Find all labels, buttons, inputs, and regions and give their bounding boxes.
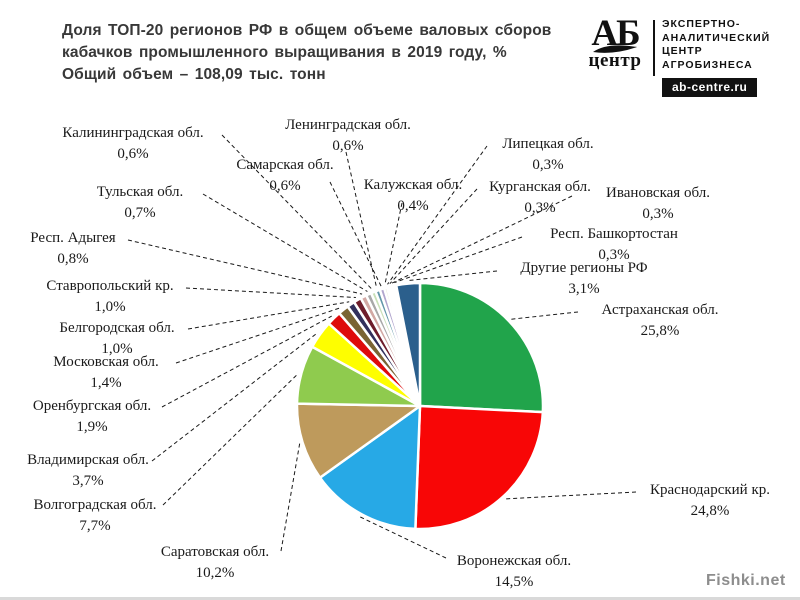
leader-line xyxy=(202,193,368,292)
logo-brand-centre: центр xyxy=(588,50,642,71)
logo-url-badge: ab-centre.ru xyxy=(662,78,758,97)
logo-tagline: ЭКСПЕРТНО- АНАЛИТИЧЕСКИЙ ЦЕНТР АГРОБИЗНЕ… xyxy=(662,18,770,72)
leader-line xyxy=(505,491,637,500)
ab-centre-logo: АБ центр ЭКСПЕРТНО- АНАЛИТИЧЕСКИЙ ЦЕНТР … xyxy=(582,15,782,97)
leader-line xyxy=(407,270,498,282)
logo-divider xyxy=(653,20,655,76)
leader-line xyxy=(387,145,488,285)
page-bottom-edge xyxy=(0,597,800,600)
fishki-watermark: Fishki.net xyxy=(706,572,786,589)
leader-line xyxy=(151,332,318,462)
leader-line xyxy=(221,134,373,290)
logo-tagline-line-4: АГРОБИЗНЕСА xyxy=(662,58,753,71)
pie-slice-21 xyxy=(394,281,422,408)
leader-line xyxy=(511,311,579,320)
logo-brand: АБ центр xyxy=(582,15,648,71)
leader-line xyxy=(175,306,342,364)
leader-line xyxy=(329,181,382,287)
pie-slice-1 xyxy=(418,281,545,414)
leader-line xyxy=(389,188,478,285)
leader-line xyxy=(162,373,299,506)
logo-text-block: ЭКСПЕРТНО- АНАЛИТИЧЕСКИЙ ЦЕНТР АГРОБИЗНЕ… xyxy=(662,18,770,97)
pie-slice-4 xyxy=(295,402,422,479)
leader-line xyxy=(185,287,356,298)
title-line-3: Общий объем – 108,09 тыс. тонн xyxy=(62,66,326,83)
title-line-2: кабачков промышленного выращивания в 201… xyxy=(62,44,507,61)
leader-line xyxy=(394,236,523,284)
logo-tagline-line-1: ЭКСПЕРТНО- xyxy=(662,18,741,30)
logo-tagline-line-3: ЦЕНТР xyxy=(662,45,703,57)
pie-slice-2 xyxy=(414,404,545,531)
leader-line xyxy=(360,516,447,559)
chart-title: Доля ТОП-20 регионов РФ в общем объеме в… xyxy=(62,20,582,86)
leader-line xyxy=(345,151,378,288)
leaf-icon xyxy=(593,45,637,53)
leader-line xyxy=(280,443,301,552)
leader-line xyxy=(391,195,573,284)
leader-line xyxy=(127,239,363,295)
pie-slice-3 xyxy=(318,404,422,531)
leader-line xyxy=(187,301,350,330)
logo-tagline-line-2: АНАЛИТИЧЕСКИЙ xyxy=(662,31,771,44)
title-line-1: Доля ТОП-20 регионов РФ в общем объеме в… xyxy=(62,22,552,39)
